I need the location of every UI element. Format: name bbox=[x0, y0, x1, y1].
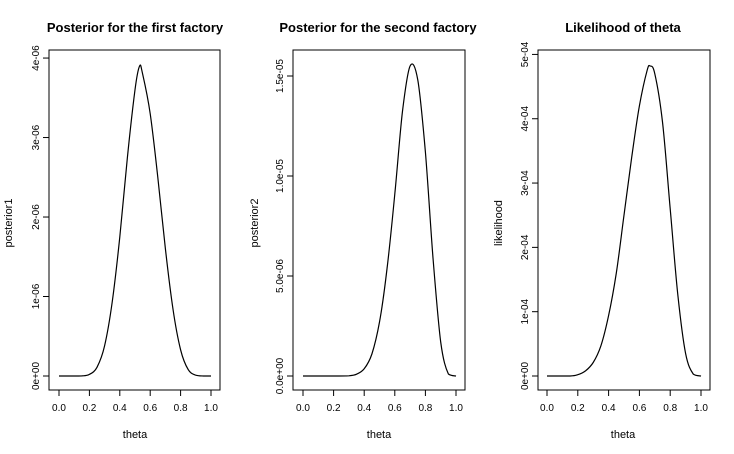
y-axis-label: likelihood bbox=[493, 200, 505, 246]
x-tick-label: 0.8 bbox=[663, 403, 677, 414]
x-tick-label: 0.2 bbox=[571, 403, 585, 414]
x-tick-label: 0.6 bbox=[143, 403, 157, 414]
x-tick-label: 0.6 bbox=[632, 403, 646, 414]
x-tick-label: 0.2 bbox=[82, 403, 96, 414]
y-tick-label: 5e-04 bbox=[520, 41, 531, 67]
x-tick-label: 0.4 bbox=[602, 403, 616, 414]
x-axis-label: theta bbox=[123, 429, 148, 441]
x-tick-label: 0.0 bbox=[540, 403, 554, 414]
x-tick-label: 0.8 bbox=[174, 403, 188, 414]
x-tick-label: 0.4 bbox=[357, 403, 371, 414]
y-tick-label: 0.0e+00 bbox=[275, 357, 286, 394]
y-tick-label: 3e-04 bbox=[520, 170, 531, 196]
x-axis-label: theta bbox=[611, 429, 636, 441]
y-tick-label: 2e-04 bbox=[520, 234, 531, 260]
plot-frame bbox=[48, 49, 221, 391]
y-tick-label: 0e+00 bbox=[31, 362, 42, 391]
x-tick-label: 0.6 bbox=[388, 403, 402, 414]
y-tick-label: 5.0e-06 bbox=[275, 259, 286, 293]
x-tick-label: 0.8 bbox=[418, 403, 432, 414]
y-tick-label: 0e+00 bbox=[520, 362, 531, 391]
y-tick-label: 1e-06 bbox=[31, 283, 42, 309]
y-tick-label: 4e-04 bbox=[520, 106, 531, 132]
panel-likelihood-of-theta: Likelihood of theta theta likelihood 0.0… bbox=[493, 20, 711, 441]
y-tick-label: 3e-06 bbox=[31, 124, 42, 150]
plot-frame bbox=[292, 49, 466, 391]
y-tick-label: 4e-06 bbox=[31, 45, 42, 71]
x-tick-label: 1.0 bbox=[694, 403, 708, 414]
y-tick-label: 1.0e-05 bbox=[275, 159, 286, 193]
x-axis-label: theta bbox=[367, 429, 392, 441]
chart-title: Posterior for the first factory bbox=[47, 20, 224, 35]
y-tick-label: 1e-04 bbox=[520, 298, 531, 324]
series-line bbox=[547, 64, 702, 377]
y-axis-label: posterior2 bbox=[249, 199, 261, 248]
x-tick-label: 1.0 bbox=[449, 403, 463, 414]
y-tick-label: 1.5e-05 bbox=[275, 59, 286, 93]
y-tick-label: 2e-06 bbox=[31, 204, 42, 230]
panel-posterior-second-factory: Posterior for the second factory theta p… bbox=[249, 20, 477, 441]
x-tick-label: 0.4 bbox=[113, 403, 127, 414]
chart-title: Likelihood of theta bbox=[565, 20, 681, 35]
x-tick-label: 0.2 bbox=[327, 403, 341, 414]
series-line bbox=[59, 64, 211, 377]
chart-title: Posterior for the second factory bbox=[279, 20, 477, 35]
x-tick-label: 1.0 bbox=[204, 403, 218, 414]
x-tick-label: 0.0 bbox=[296, 403, 310, 414]
series-line bbox=[303, 63, 457, 377]
y-axis-label: posterior1 bbox=[3, 199, 15, 248]
panel-posterior-first-factory: Posterior for the first factory theta po… bbox=[3, 20, 224, 441]
x-tick-label: 0.0 bbox=[52, 403, 66, 414]
plot-frame bbox=[537, 49, 711, 391]
